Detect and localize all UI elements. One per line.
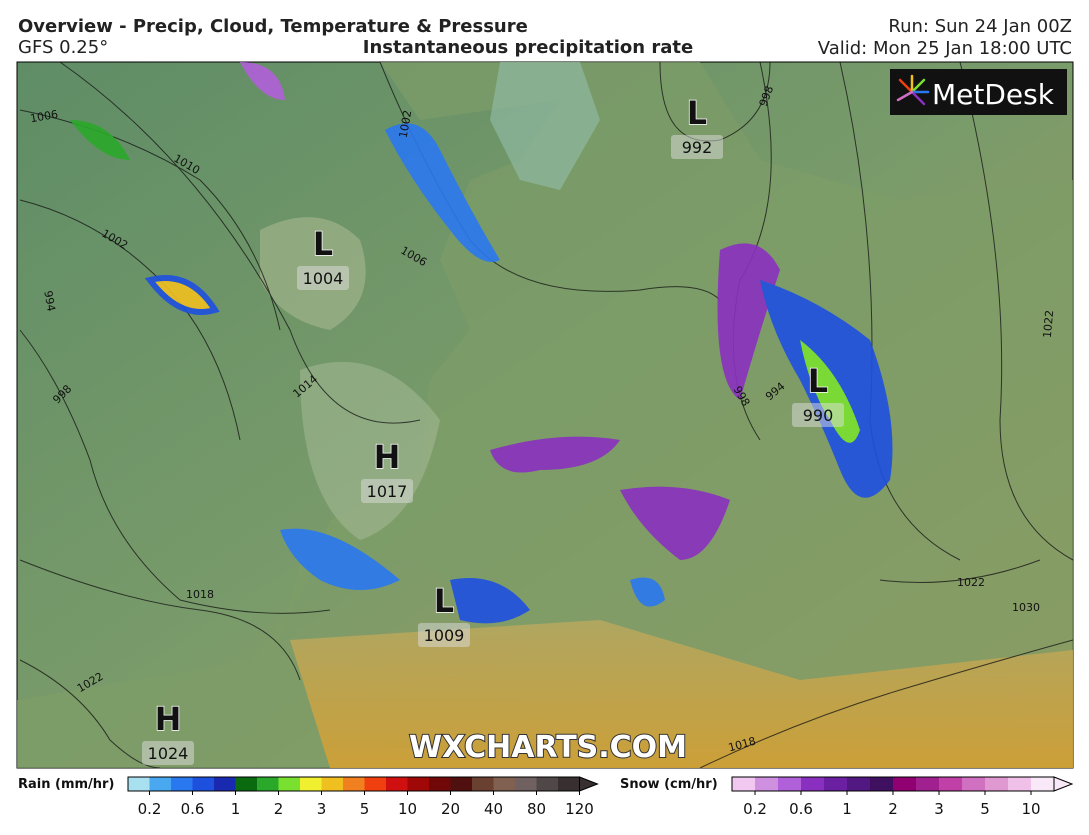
pressure-value: 1004 (303, 269, 344, 288)
rain-tick-label: 10 (398, 800, 417, 818)
pressure-center: H (155, 700, 182, 738)
rain-arrow (579, 776, 599, 792)
pressure-value: 1017 (367, 482, 408, 501)
isobar-label: 1018 (186, 588, 214, 601)
snow-tick-label: 2 (888, 800, 898, 818)
snow-swatch (893, 777, 917, 791)
rain-swatch (257, 777, 279, 791)
rain-swatch (149, 777, 172, 791)
snow-swatch (962, 777, 986, 791)
snow-swatch (1031, 777, 1055, 791)
rain-swatch (558, 777, 580, 791)
rain-tick-label: 120 (565, 800, 594, 818)
center-label-bg (418, 623, 470, 647)
snow-arrow (1053, 776, 1074, 792)
rain-tick-label: 5 (360, 800, 370, 818)
valid-time: Valid: Mon 25 Jan 18:00 UTC (818, 38, 1072, 59)
center-label-bg (361, 479, 413, 503)
pressure-value: 992 (682, 138, 713, 157)
pressure-value: 990 (803, 406, 834, 425)
snow-swatch (755, 777, 779, 791)
isobar-label: 1030 (1012, 601, 1040, 614)
pressure-center: L (687, 94, 707, 132)
pressure-center: L (313, 225, 333, 263)
center-label-bg (792, 403, 844, 427)
snow-swatch (732, 777, 756, 791)
snow-swatch (870, 777, 894, 791)
snow-swatch (1008, 777, 1032, 791)
snow-tick-label: 0.2 (743, 800, 767, 818)
title: Overview - Precip, Cloud, Temperature & … (18, 16, 528, 37)
snow-tick-label: 5 (980, 800, 990, 818)
isobar-label: 1022 (957, 576, 985, 589)
snow-swatch (939, 777, 963, 791)
isobar-label: 1022 (1041, 310, 1056, 339)
rain-swatch (450, 777, 473, 791)
rain-tick-label: 0.2 (138, 800, 162, 818)
center-label-bg (671, 135, 723, 159)
rain-legend-title: Rain (mm/hr) (18, 777, 114, 792)
rain-tick-label: 1 (231, 800, 241, 818)
rain-swatch (364, 777, 387, 791)
legend: 0.2 0.6 1 2 3 5 10 20 40 80 120 0.2 0.6 1 2 3 5 10 (127, 776, 1074, 818)
rain-swatch (128, 777, 150, 791)
snow-tick-label: 10 (1021, 800, 1040, 818)
rain-tick-label: 40 (484, 800, 503, 818)
pressure-center: L (808, 362, 828, 400)
pressure-value: 1024 (148, 744, 189, 763)
rain-swatch (493, 777, 516, 791)
snow-swatch (916, 777, 940, 791)
rain-swatch (515, 777, 537, 791)
rain-swatch (429, 777, 451, 791)
rain-tick-label: 0.6 (181, 800, 205, 818)
rain-tick-label: 80 (527, 800, 546, 818)
rain-swatch (472, 777, 494, 791)
isobar-label: 1006 (29, 108, 59, 126)
model: GFS 0.25° (18, 37, 108, 58)
rain-swatch (536, 777, 559, 791)
logo: MetDesk (932, 78, 1055, 111)
snow-tick-label: 1 (842, 800, 852, 818)
snow-swatch (778, 777, 802, 791)
watermark: WXCHARTS.COM (409, 730, 687, 765)
pressure-center: H (374, 438, 401, 476)
rain-swatch (321, 777, 344, 791)
snow-swatch (801, 777, 825, 791)
rain-swatch (278, 777, 301, 791)
rain-swatch (386, 777, 408, 791)
snow-swatch (847, 777, 871, 791)
rain-swatch (214, 777, 236, 791)
rain-swatch (407, 777, 430, 791)
rain-swatch (343, 777, 365, 791)
center-label-bg (142, 741, 194, 765)
pressure-value: 1009 (424, 626, 465, 645)
rain-tick-label: 2 (274, 800, 284, 818)
rain-swatch (192, 777, 215, 791)
snow-swatch (824, 777, 848, 791)
snow-tick-label: 0.6 (789, 800, 813, 818)
snow-legend-title: Snow (cm/hr) (620, 777, 718, 792)
rain-swatch (171, 777, 193, 791)
center-label-bg (297, 266, 349, 290)
snow-tick-label: 3 (934, 800, 944, 818)
map: MetDesk WXCHARTS.COM (16, 61, 1074, 769)
snow-swatch (985, 777, 1009, 791)
rain-swatch (300, 777, 322, 791)
rain-tick-label: 20 (441, 800, 460, 818)
rain-swatch (235, 777, 258, 791)
subtitle: Instantaneous precipitation rate (363, 37, 693, 58)
isobar-label: 994 (41, 290, 57, 313)
pressure-center: L (434, 582, 454, 620)
rain-tick-label: 3 (317, 800, 327, 818)
isobar-label: 1002 (397, 109, 415, 139)
run-time: Run: Sun 24 Jan 00Z (888, 16, 1072, 37)
